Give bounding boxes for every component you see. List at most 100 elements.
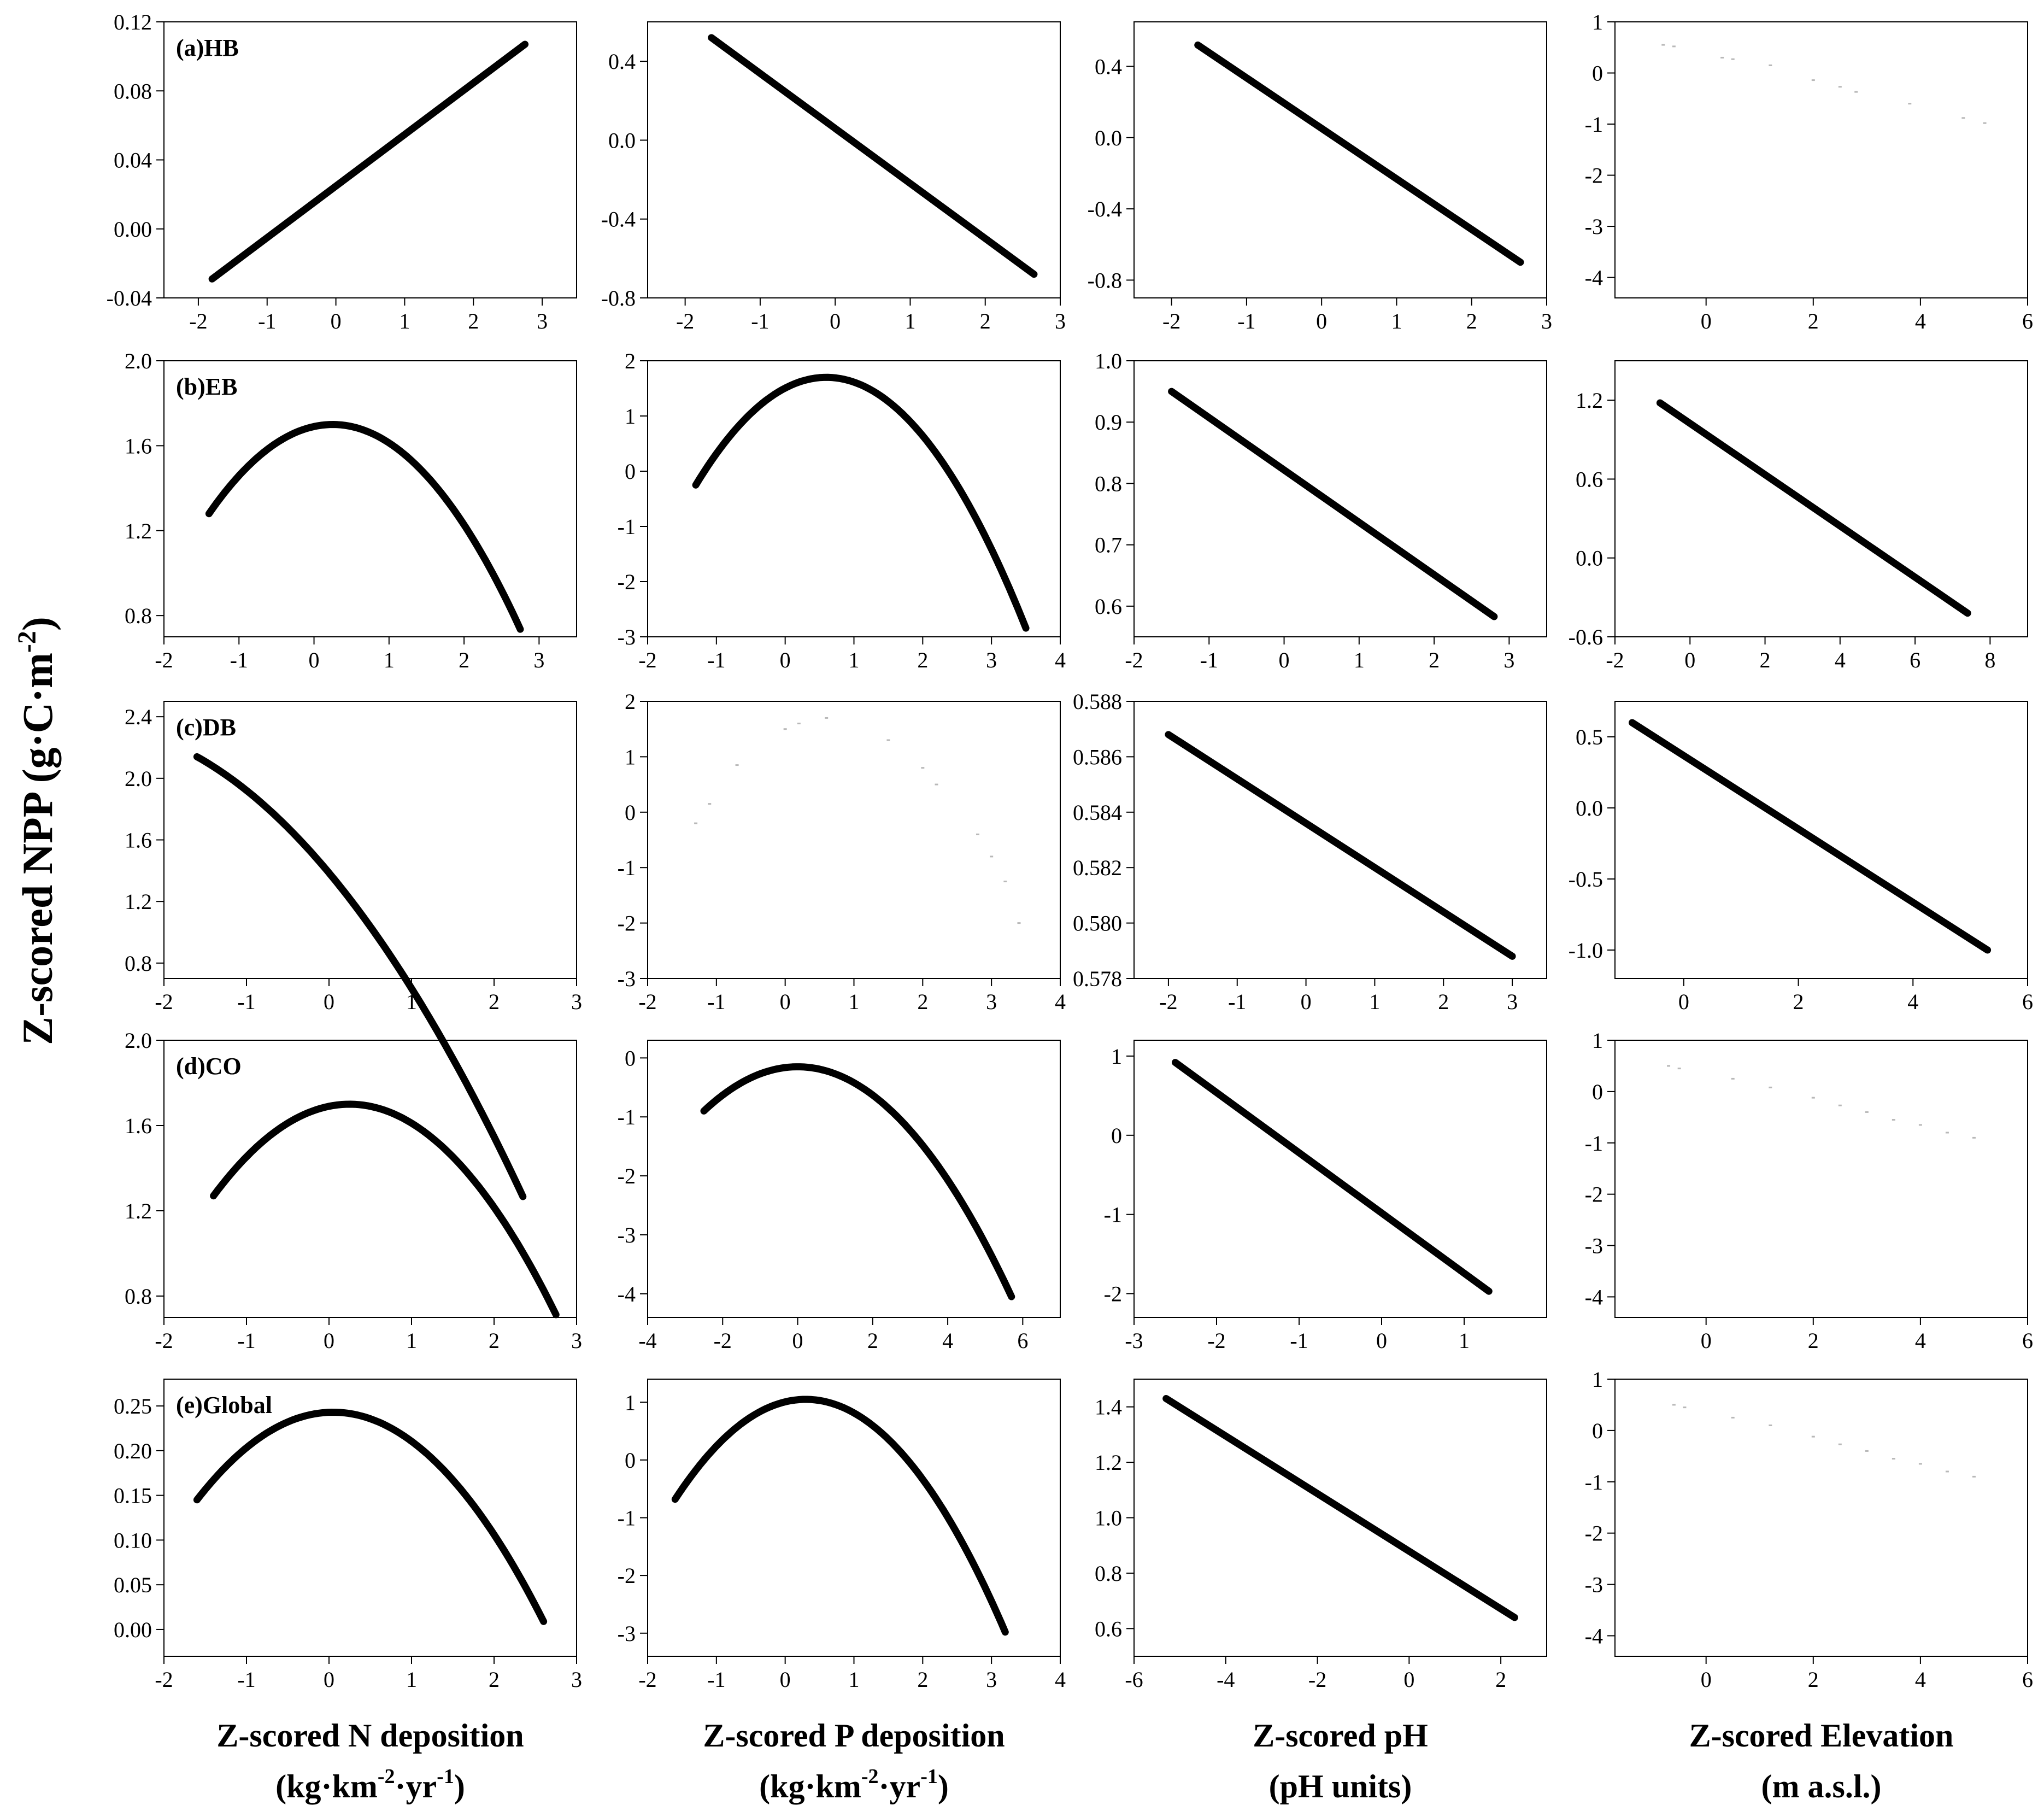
x-tick-label: 2 [489,1328,500,1353]
y-tick-label: 2.0 [125,1028,152,1053]
plot-frame [163,1040,577,1318]
x-tick-label: -2 [676,309,694,333]
panel-3-0: -2 -1 0 1 2 3 0.8 1.2 1.6 2.0 (d)CO [125,1028,582,1353]
x-axis-title-line2: (kg·km-2·yr-1) [759,1765,949,1804]
y-tick-label: 0 [1592,61,1603,86]
panel-2-2: -2 -1 0 1 2 3 0.578 0.580 0.582 0.584 0.586 0.588 [1073,689,1547,1014]
x-tick-label: 3 [571,1667,582,1692]
y-tick-label: -0.4 [1088,197,1122,221]
x-tick-label: 0 [324,989,334,1014]
x-axis-title-line2: (m a.s.l.) [1761,1768,1882,1804]
data-point [694,822,698,824]
y-tick-label: 1 [625,1390,636,1415]
data-point [1945,1470,1949,1473]
data-point [1811,79,1815,81]
data-point [1961,117,1965,119]
data-point [1769,1425,1772,1426]
panel-1-2: -2 -1 0 1 2 3 0.6 0.7 0.8 0.9 1.0 [1095,349,1547,672]
data-point [1983,122,1987,124]
x-tick-label: 3 [986,1667,997,1692]
y-tick-label: 0.8 [125,603,152,628]
data-point [1720,56,1724,58]
x-tick-label: 0 [780,989,791,1014]
plot-frame [1614,701,2028,979]
y-tick-label: 2.0 [125,766,152,791]
x-tick-label: -1 [707,648,725,672]
x-tick-label: 2 [489,989,500,1014]
data-point [1683,1406,1687,1409]
x-tick-label: -2 [1162,309,1180,333]
y-tick-label: -0.8 [601,286,636,310]
data-point [735,764,739,766]
y-tick-label: 1 [1111,1044,1122,1069]
data-point [1972,1475,1976,1478]
plot-frame [163,360,577,637]
data-point [1661,44,1665,46]
data-point [1838,86,1842,88]
x-tick-label: -1 [1200,648,1218,672]
series-line [193,753,527,1200]
panel-4-3: 0 2 4 6 -4 -3 -2 -1 0 1 [1585,1367,2033,1692]
x-tick-label: 2 [917,989,928,1014]
x-tick-label: 4 [1055,1667,1066,1692]
x-tick-label: 0 [1279,648,1290,672]
x-tick-label: 3 [986,648,997,672]
data-point [1677,1068,1681,1070]
data-point [1945,1132,1949,1134]
x-tick-label: -1 [1290,1328,1308,1353]
data-point [1731,1416,1735,1419]
x-tick-label: 6 [1910,648,1920,672]
x-tick-label: 4 [1915,309,1926,333]
plot-frame [1133,21,1547,298]
x-tick-label: 1 [406,1667,417,1692]
x-tick-label: 1 [1391,309,1402,333]
x-tick-label: 3 [571,1328,582,1353]
x-title-sup: -1 [920,1765,938,1788]
y-tick-label: 2 [625,689,636,714]
y-tick-label: -0.8 [1088,268,1122,292]
x-tick-label: -1 [1237,309,1255,333]
y-tick-label: -2 [1585,1182,1603,1207]
y-tick-label: 0.586 [1073,745,1122,769]
x-tick-label: 3 [1507,989,1518,1014]
data-point [1972,1136,1976,1139]
y-tick-label: 0.05 [114,1573,152,1597]
y-tick-label: -4 [618,1282,636,1306]
data-point [1769,1086,1772,1088]
x-tick-label: 0 [792,1328,803,1353]
y-tick-label: -0.4 [601,207,636,232]
x-tick-label: 1 [849,989,860,1014]
y-tick-label: -2 [618,570,636,594]
y-tick-label: -3 [618,1223,636,1247]
x-tick-label: 0 [1684,648,1695,672]
y-tick-label: 0.15 [114,1484,152,1508]
y-tick-label: -1 [1585,1470,1603,1494]
x-tick-label: 2 [917,648,928,672]
x-tick-label: -1 [751,309,769,333]
x-tick-label: -1 [237,1328,255,1353]
x-axis-title-line1: Z-scored N deposition [216,1718,524,1754]
x-tick-label: 3 [1541,309,1552,333]
data-point [1731,58,1735,60]
panel-3-3: 0 2 4 6 -4 -3 -2 -1 0 1 [1585,1028,2033,1353]
plot-frame [1614,1040,2028,1318]
x-tick-label: 1 [904,309,915,333]
y-tick-label: -1 [1585,112,1603,137]
y-tick-label: 0.00 [114,1617,152,1642]
x-axis-title-line1: Z-scored Elevation [1689,1718,1954,1754]
y-tick-label: 0.578 [1073,966,1122,991]
y-tick-label: -4 [1585,266,1603,290]
panel-3-1: -4 -2 0 2 4 6 -4 -3 -2 -1 0 [618,1040,1061,1353]
data-point [708,803,712,805]
y-axis-title: Z-scored NPP (g·C·m-2) [13,617,61,1045]
x-tick-label: 0 [1701,309,1712,333]
x-title-text: ·yr [879,1768,921,1804]
y-tick-label: 0 [625,1046,636,1070]
x-tick-label: 6 [1017,1328,1028,1353]
x-tick-label: 2 [468,309,479,333]
panel-label: (c)DB [176,714,236,741]
x-tick-label: -2 [155,989,173,1014]
x-tick-label: 0 [1403,1667,1414,1692]
x-tick-label: 1 [1354,648,1365,672]
